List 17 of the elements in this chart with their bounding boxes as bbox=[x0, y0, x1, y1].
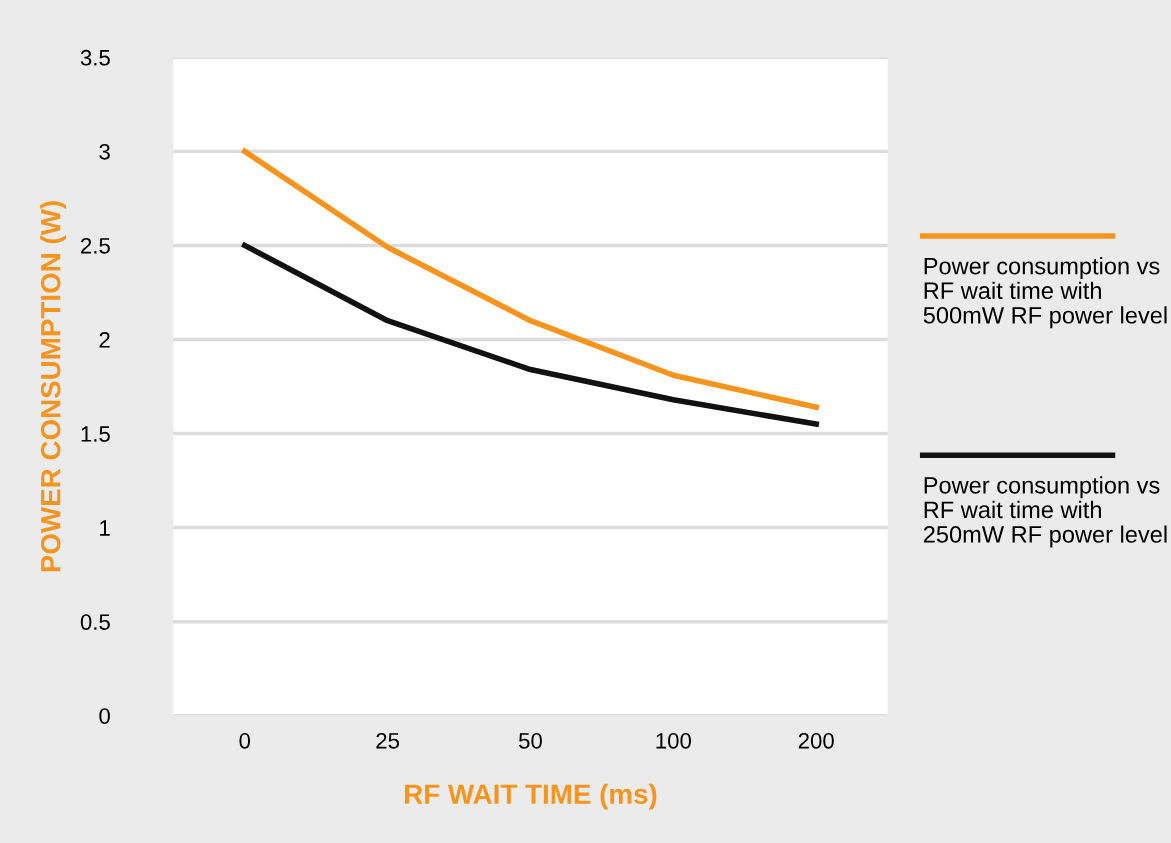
y-tick-label: 3.5 bbox=[80, 49, 110, 66]
x-tick-label: 200 bbox=[798, 732, 834, 749]
y-tick-label: 2 bbox=[99, 332, 110, 348]
y-tick-label: 0.5 bbox=[80, 614, 110, 630]
y-tick-label: 1 bbox=[100, 520, 110, 536]
x-tick-label: 0 bbox=[239, 732, 251, 749]
y-axis-title: POWER CONSUMPTION (W) bbox=[40, 201, 67, 572]
x-tick-label: 100 bbox=[656, 732, 691, 749]
x-axis-title: RF WAIT TIME (ms) bbox=[405, 783, 657, 810]
y-tick-label: 1.5 bbox=[81, 426, 110, 442]
y-tick-label: 3 bbox=[99, 143, 110, 160]
x-tick-label: 50 bbox=[518, 732, 542, 749]
y-tick-label: 2.5 bbox=[81, 237, 110, 254]
x-tick-label: 25 bbox=[376, 732, 400, 749]
text: Power consumption vs RF wait time with 500mW RF power level bbox=[923, 257, 1167, 329]
y-tick-label: 0 bbox=[99, 708, 110, 724]
text: Power consumption vs RF wait time with 250mW RF power level bbox=[923, 476, 1167, 548]
